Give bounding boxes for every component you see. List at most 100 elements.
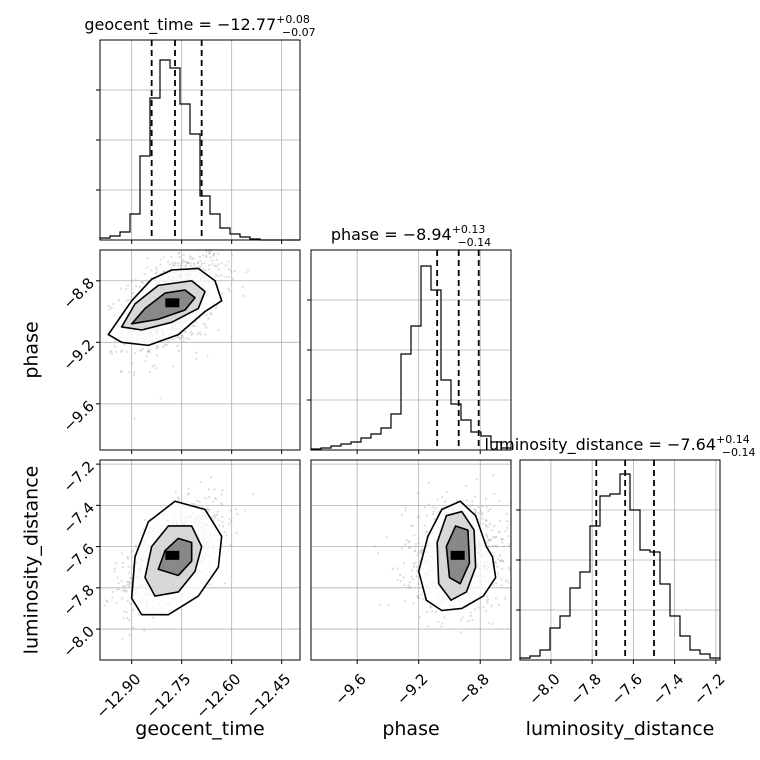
sample-point <box>212 254 215 257</box>
sample-point <box>485 519 488 522</box>
sample-point <box>417 552 420 555</box>
sample-point <box>120 349 123 352</box>
sample-point <box>134 352 137 355</box>
sample-point <box>373 545 376 548</box>
sample-point <box>140 281 143 284</box>
sample-point <box>499 560 502 563</box>
sample-point <box>418 560 421 563</box>
sample-point <box>403 600 407 603</box>
sample-point <box>425 530 428 533</box>
sample-point <box>486 541 490 544</box>
sample-point <box>437 620 440 624</box>
sample-point <box>526 573 528 575</box>
sample-point <box>206 231 208 233</box>
sample-point <box>208 252 211 255</box>
sample-point <box>420 549 424 552</box>
sample-point <box>94 599 96 601</box>
sample-point <box>155 347 158 350</box>
sample-point <box>436 498 439 501</box>
sample-point <box>244 509 247 512</box>
sample-point <box>131 550 134 553</box>
sample-point <box>186 261 189 264</box>
contour-0 <box>445 525 471 585</box>
sample-point <box>413 534 416 537</box>
sample-point <box>204 333 207 336</box>
sample-point <box>424 524 427 527</box>
sample-point <box>180 334 183 337</box>
sample-point <box>419 552 423 555</box>
sample-point <box>193 324 196 328</box>
sample-point <box>533 519 535 521</box>
sample-point <box>507 566 511 569</box>
sample-point <box>217 267 220 271</box>
sample-point <box>494 561 498 564</box>
sample-point <box>484 523 487 526</box>
sample-point <box>425 610 429 613</box>
sample-point <box>115 588 118 591</box>
sample-point <box>217 262 220 266</box>
sample-point <box>97 607 99 609</box>
sample-point <box>498 530 501 533</box>
sample-point <box>216 510 220 513</box>
axes-frame-2d <box>99 249 301 451</box>
sample-point <box>230 270 233 273</box>
sample-point <box>492 584 495 587</box>
sample-point <box>214 273 217 276</box>
sample-point <box>131 292 135 295</box>
sample-point <box>184 264 187 268</box>
sample-point <box>417 582 420 586</box>
sample-point <box>220 501 223 505</box>
sample-point <box>195 351 198 354</box>
sample-point <box>207 264 211 267</box>
sample-point <box>120 369 123 372</box>
sample-point <box>431 506 434 509</box>
sample-point <box>411 569 414 572</box>
sample-point <box>182 340 185 343</box>
sample-point <box>139 349 142 352</box>
sample-point <box>490 604 493 607</box>
contour-1 <box>436 510 477 602</box>
x-tick-label: −9.2 <box>393 670 431 708</box>
sample-point <box>143 518 146 522</box>
sample-point <box>203 262 206 265</box>
sample-point <box>213 488 216 491</box>
sample-point <box>134 278 137 281</box>
sample-point <box>473 608 476 611</box>
sample-point <box>131 566 134 569</box>
sample-point <box>415 569 418 572</box>
sample-point <box>420 550 423 553</box>
sample-point <box>177 252 180 255</box>
sample-point <box>412 578 415 581</box>
histogram-luminosity_distance <box>519 473 721 660</box>
sample-point <box>208 268 211 271</box>
sample-point <box>174 262 177 265</box>
sample-point <box>228 517 231 521</box>
sample-point <box>486 598 490 601</box>
sample-point <box>516 531 518 533</box>
sample-point <box>486 536 489 539</box>
sample-point <box>229 544 232 547</box>
sample-point <box>487 509 490 513</box>
title-plus: +0.08 <box>276 13 310 26</box>
sample-point <box>152 616 155 619</box>
sample-point <box>205 313 208 316</box>
sample-point <box>212 253 216 256</box>
sample-point <box>202 267 205 271</box>
sample-point <box>227 268 231 271</box>
sample-point <box>125 580 129 583</box>
density-peak <box>165 298 180 308</box>
sample-point <box>108 308 111 311</box>
sample-point <box>180 261 183 265</box>
sample-point <box>504 596 507 599</box>
sample-point <box>408 540 411 543</box>
sample-point <box>148 370 152 374</box>
sample-point <box>224 275 227 279</box>
sample-point <box>193 503 197 506</box>
sample-point <box>217 329 220 332</box>
sample-point <box>474 510 477 513</box>
sample-point <box>408 587 411 590</box>
sample-point <box>162 345 165 348</box>
sample-point <box>494 545 497 548</box>
sample-point <box>513 551 515 553</box>
sample-point <box>242 294 245 298</box>
